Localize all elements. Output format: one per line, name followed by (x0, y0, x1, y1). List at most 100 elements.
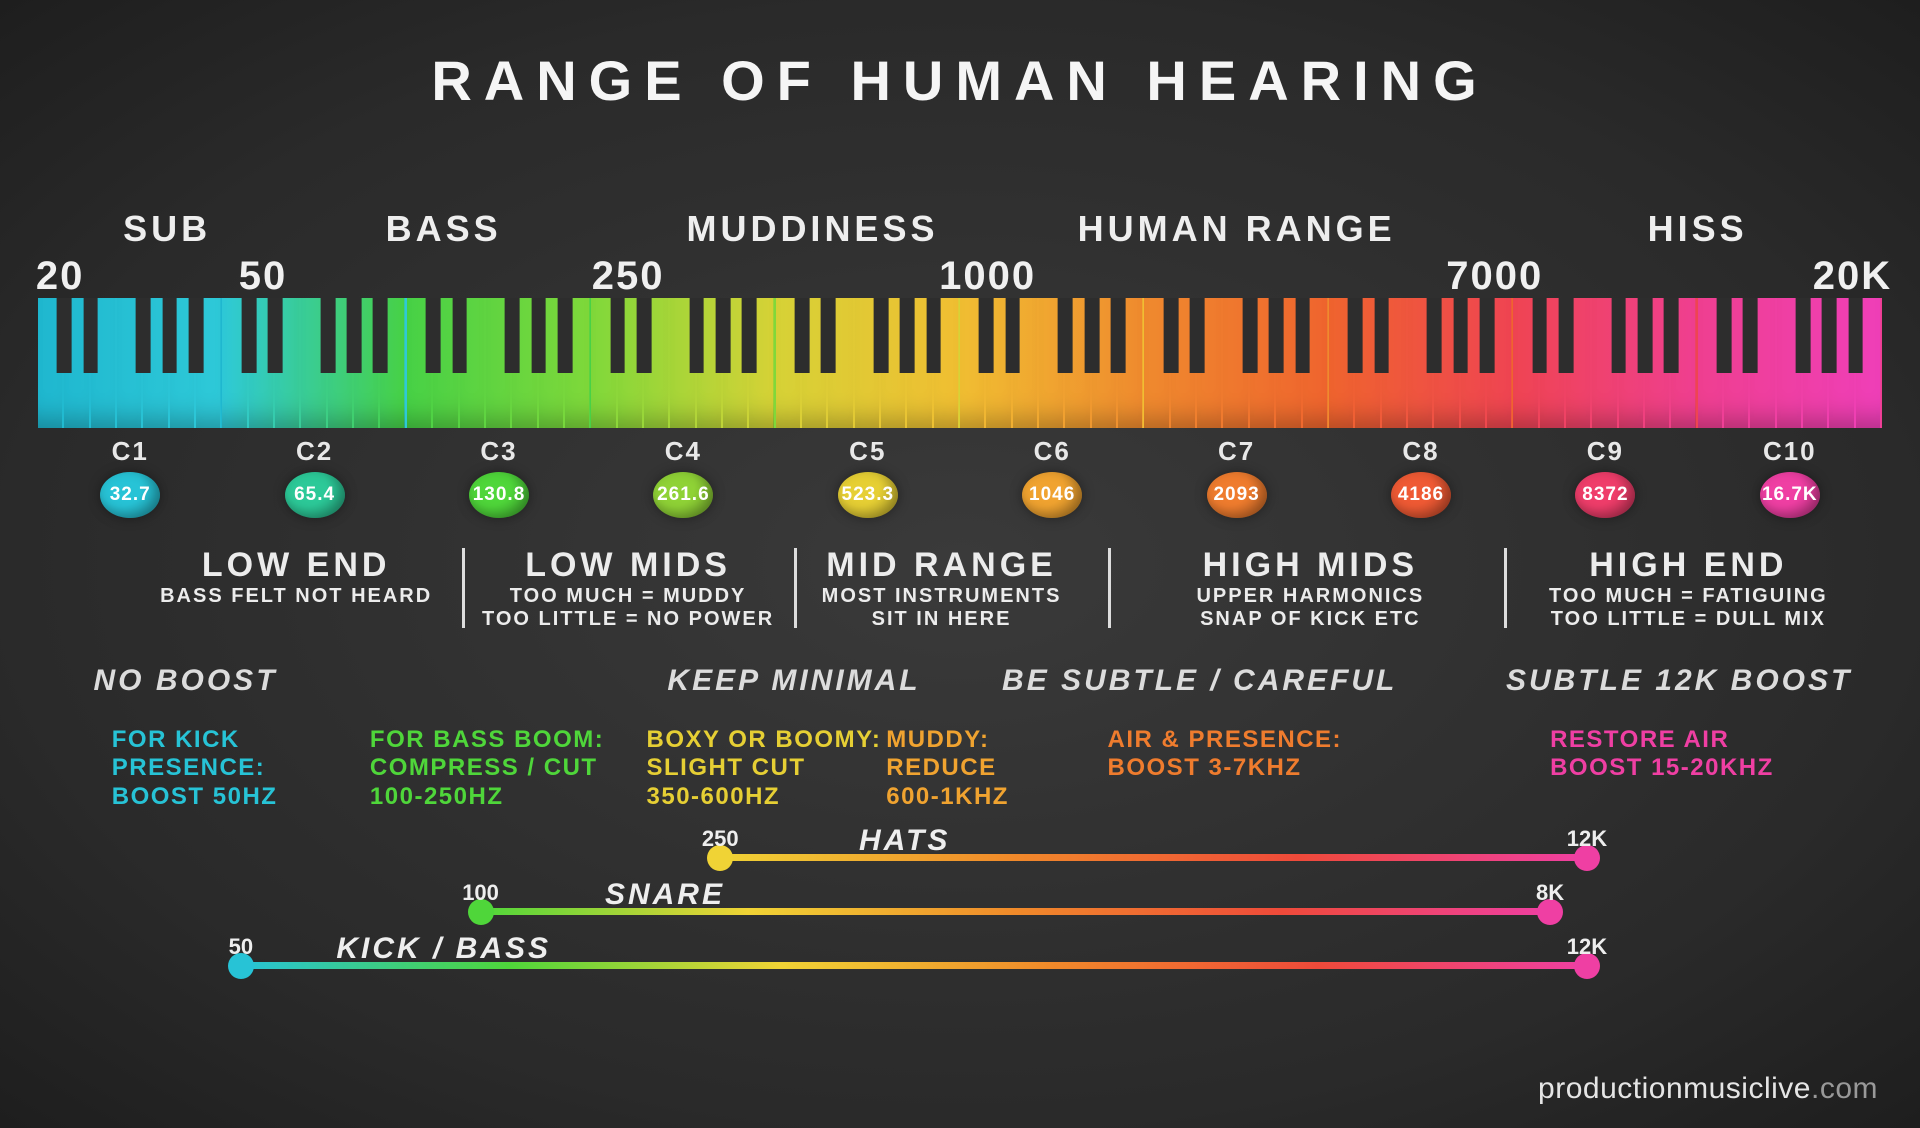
zone-row: SUB BASS MUDDINESS HUMAN RANGE HISS (38, 208, 1882, 258)
range-title: HIGH END (1549, 546, 1828, 585)
freq-label: 7000 (1446, 254, 1543, 299)
instrument-label: HATS (859, 824, 950, 858)
range-sub: TOO MUCH = FATIGUINGTOO LITTLE = DULL MI… (1549, 585, 1828, 631)
black-key (268, 298, 283, 373)
black-key (1242, 298, 1257, 373)
zone-label: HISS (1648, 208, 1748, 250)
black-key (1559, 298, 1574, 373)
range-sub: UPPER HARMONICSSNAP OF KICK ETC (1196, 585, 1424, 631)
hz-circle-row: 32.765.4130.8261.6523.310462093418683721… (38, 472, 1882, 524)
black-key (1611, 298, 1626, 373)
range-title: MID RANGE (822, 546, 1062, 585)
octave (776, 298, 960, 428)
black-key (1005, 298, 1020, 373)
range-block: HIGH MIDSUPPER HARMONICSSNAP OF KICK ETC (1196, 546, 1424, 631)
instruments: 25012KHATS1008KSNARE5012KKICK / BASS (38, 832, 1882, 994)
tip: MUDDY:REDUCE600-1KHZ (886, 726, 1009, 811)
range-title: LOW MIDS (482, 546, 774, 585)
hz-circle: 1046 (1022, 472, 1082, 518)
tip: BOXY OR BOOMY:SLIGHT CUT350-600HZ (647, 726, 882, 811)
hz-circle: 32.7 (100, 472, 160, 518)
octave (1144, 298, 1328, 428)
black-key (637, 298, 652, 373)
bar-start-val: 250 (702, 826, 739, 852)
divider (462, 548, 465, 628)
tip: AIR & PRESENCE:BOOST 3-7KHZ (1108, 726, 1343, 783)
black-key (1453, 298, 1468, 373)
note-label: C8 (1402, 436, 1439, 467)
note-label: C5 (849, 436, 886, 467)
tip: FOR BASS BOOM:COMPRESS / CUT100-250HZ (370, 726, 604, 811)
keyboard (38, 298, 1882, 428)
bar-end-val: 12K (1567, 934, 1607, 960)
black-key (1190, 298, 1205, 373)
note-label: C3 (480, 436, 517, 467)
advice-row: NO BOOSTKEEP MINIMALBE SUBTLE / CAREFULS… (38, 664, 1882, 708)
black-key (716, 298, 731, 373)
black-key (505, 298, 520, 373)
instrument-row: 25012KHATS (38, 832, 1882, 886)
hz-circle: 65.4 (285, 472, 345, 518)
octave (1513, 298, 1697, 428)
black-key (1163, 298, 1178, 373)
hz-circle: 523.3 (838, 472, 898, 518)
black-key (1717, 298, 1732, 373)
black-key (136, 298, 151, 373)
range-sub: TOO MUCH = MUDDYTOO LITTLE = NO POWER (482, 585, 774, 631)
black-key (979, 298, 994, 373)
black-key (558, 298, 573, 373)
freq-label: 20K (1813, 254, 1892, 299)
black-key (900, 298, 915, 373)
black-key (1480, 298, 1495, 373)
zone-label: BASS (386, 208, 502, 250)
note-label: C10 (1763, 436, 1817, 467)
hz-circle: 16.7K (1760, 472, 1820, 518)
instrument-bar (720, 854, 1587, 861)
range-block: HIGH ENDTOO MUCH = FATIGUINGTOO LITTLE =… (1549, 546, 1828, 631)
range-block: MID RANGEMOST INSTRUMENTSSIT IN HERE (822, 546, 1062, 631)
instrument-label: SNARE (605, 878, 725, 912)
black-key (689, 298, 704, 373)
range-sub: BASS FELT NOT HEARD (160, 585, 432, 608)
black-key (795, 298, 810, 373)
black-key (1743, 298, 1758, 373)
note-label: C2 (296, 436, 333, 467)
zone-label: HUMAN RANGE (1078, 208, 1396, 250)
black-key (426, 298, 441, 373)
freq-label: 250 (592, 254, 665, 299)
black-key (241, 298, 256, 373)
black-key (1295, 298, 1310, 373)
zone-label: SUB (123, 208, 211, 250)
octave (1329, 298, 1513, 428)
octave (591, 298, 775, 428)
black-key (1638, 298, 1653, 373)
divider (1504, 548, 1507, 628)
instrument-row: 5012KKICK / BASS (38, 940, 1882, 994)
range-block: LOW MIDSTOO MUCH = MUDDYTOO LITTLE = NO … (482, 546, 774, 631)
black-key (1348, 298, 1363, 373)
zone-label: MUDDINESS (686, 208, 938, 250)
black-key (373, 298, 388, 373)
note-row: C1C2C3C4C5C6C7C8C9C10 (38, 436, 1882, 466)
range-block: LOW ENDBASS FELT NOT HEARD (160, 546, 432, 608)
bar-end-val: 12K (1567, 826, 1607, 852)
black-key (1111, 298, 1126, 373)
octave (960, 298, 1144, 428)
bar-start-val: 50 (229, 934, 253, 960)
range-row: LOW ENDBASS FELT NOT HEARDLOW MIDSTOO MU… (38, 546, 1882, 656)
hz-circle: 8372 (1575, 472, 1635, 518)
black-key (1664, 298, 1679, 373)
freq-label: 1000 (939, 254, 1036, 299)
note-label: C6 (1034, 436, 1071, 467)
hz-circle: 4186 (1391, 472, 1451, 518)
black-key (1532, 298, 1547, 373)
tip: FOR KICKPRESENCE:BOOST 50HZ (112, 726, 278, 811)
divider (794, 548, 797, 628)
octave (222, 298, 406, 428)
black-key (926, 298, 941, 373)
credit: productionmusiclive.com (1538, 1072, 1878, 1106)
octave (38, 298, 222, 428)
black-key (1058, 298, 1073, 373)
advice-label: BE SUBTLE / CAREFUL (1002, 664, 1397, 698)
hz-circle: 130.8 (469, 472, 529, 518)
